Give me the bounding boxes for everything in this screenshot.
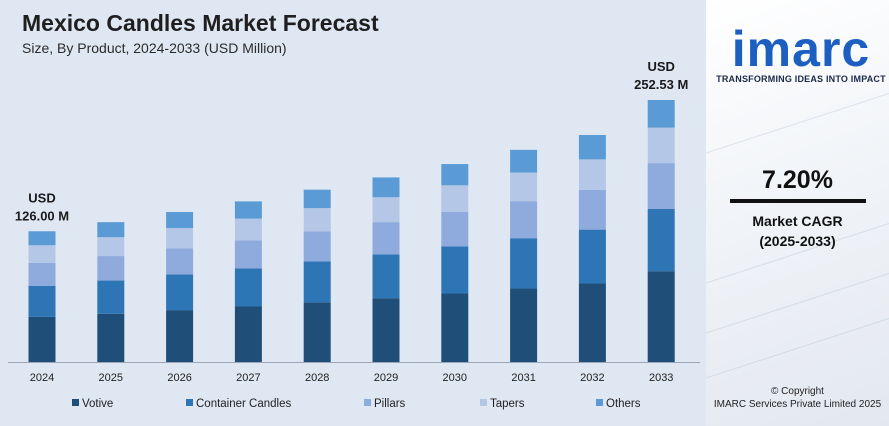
bar-segment-others-2026 (166, 211, 194, 229)
bar-segment-votive-2029 (372, 298, 400, 362)
logo-wordmark: imarc (731, 21, 871, 77)
bar-segment-votive-2030 (441, 293, 469, 362)
x-tick-label: 2029 (374, 372, 398, 384)
bar-segment-container-candles-2029 (372, 254, 400, 299)
bar-segment-container-candles-2027 (234, 268, 262, 307)
logo-tagline: TRANSFORMING IDEAS INTO IMPACT (716, 74, 886, 84)
bar-segment-tapers-2027 (234, 218, 262, 241)
bar-segment-pillars-2031 (510, 201, 538, 239)
bar-segment-pillars-2029 (372, 222, 400, 255)
legend-label: Pillars (374, 398, 406, 410)
bar-segment-container-candles-2033 (647, 208, 675, 272)
total-label-value: 126.00 M (15, 208, 69, 223)
total-label-unit: USD (647, 59, 674, 74)
legend-swatch (480, 399, 487, 406)
bar-segment-container-candles-2031 (510, 238, 538, 289)
bar-segment-pillars-2028 (303, 231, 331, 262)
bar-segment-tapers-2024 (28, 245, 56, 263)
bar-segment-tapers-2030 (441, 185, 469, 212)
copyright-line1: © Copyright (771, 386, 824, 397)
x-tick-label: 2025 (99, 372, 123, 384)
bar-segment-others-2028 (303, 189, 331, 209)
total-label-value: 252.53 M (634, 77, 688, 92)
bar-segment-tapers-2032 (578, 159, 606, 190)
bar-segment-container-candles-2030 (441, 246, 469, 294)
legend-swatch (364, 399, 371, 406)
bar-segment-pillars-2033 (647, 163, 675, 209)
legend-swatch (596, 399, 603, 406)
bar-segment-others-2025 (97, 222, 125, 238)
cagr-label: Market CAGR (2025-2033) (706, 211, 889, 251)
cagr-value: 7.20% (762, 166, 833, 194)
legend-label: Tapers (490, 398, 525, 410)
cagr-label-line2: (2025-2033) (759, 233, 836, 249)
bar-segment-tapers-2029 (372, 197, 400, 223)
chart-panel: 2024 2025 2026 2027 2028 2029 2030 2031 2032 2033… (8, 10, 700, 410)
side-panel: imarc TRANSFORMING IDEAS INTO IMPACT 7.2… (706, 0, 889, 426)
bar-segment-pillars-2027 (234, 240, 262, 269)
x-tick-label: 2027 (236, 372, 260, 384)
bar-segment-container-candles-2028 (303, 261, 331, 303)
bar-segment-tapers-2026 (166, 228, 194, 249)
bar-segment-tapers-2031 (510, 172, 538, 202)
x-tick-label: 2031 (511, 372, 535, 384)
bar-segment-tapers-2025 (97, 237, 125, 257)
x-tick-label: 2024 (30, 372, 54, 384)
bar-segment-votive-2033 (647, 271, 675, 362)
x-tick-label: 2028 (305, 372, 329, 384)
bar-segment-pillars-2026 (166, 248, 194, 275)
bar-segment-container-candles-2025 (97, 280, 125, 314)
bar-segment-pillars-2030 (441, 211, 469, 247)
bar-segment-container-candles-2032 (578, 229, 606, 284)
legend-label: Votive (82, 398, 113, 410)
bar-segment-votive-2032 (578, 283, 606, 362)
chart-title: Mexico Candles Market Forecast (22, 10, 379, 36)
copyright: © Copyright IMARC Services Private Limit… (706, 385, 889, 411)
total-label-unit: USD (28, 190, 55, 205)
bar-segment-others-2029 (372, 177, 400, 198)
x-tick-label: 2026 (167, 372, 191, 384)
bar-segment-others-2031 (510, 149, 538, 173)
bar-segment-container-candles-2026 (166, 274, 194, 311)
bar-segment-others-2030 (441, 164, 469, 186)
bar-segment-votive-2028 (303, 302, 331, 362)
bar-segment-pillars-2025 (97, 256, 125, 281)
copyright-line2: IMARC Services Private Limited 2025 (713, 399, 882, 410)
bar-segment-tapers-2028 (303, 208, 331, 232)
x-tick-label: 2032 (580, 372, 604, 384)
bar-segment-tapers-2033 (647, 127, 675, 164)
legend-label: Others (606, 398, 641, 410)
bar-segment-pillars-2032 (578, 189, 606, 230)
bar-segment-others-2027 (234, 201, 262, 219)
chart-subtitle: Size, By Product, 2024-2033 (USD Million… (22, 40, 287, 56)
legend-swatch (72, 399, 79, 406)
bar-segment-others-2032 (578, 134, 606, 160)
bar-segment-votive-2024 (28, 316, 56, 362)
bar-segment-others-2024 (28, 231, 56, 246)
bar-segment-pillars-2024 (28, 262, 56, 286)
bar-segment-votive-2027 (234, 306, 262, 362)
x-tick-label: 2033 (649, 372, 673, 384)
bar-segment-container-candles-2024 (28, 285, 56, 317)
cagr-label-line1: Market CAGR (752, 213, 843, 229)
stacked-bar-chart: 2024 2025 2026 2027 2028 2029 2030 2031 2032 2033… (8, 59, 700, 410)
bar-segment-votive-2026 (166, 310, 194, 362)
legend-label: Container Candles (196, 398, 292, 410)
bar-segment-others-2033 (647, 100, 675, 128)
imarc-logo: imarc TRANSFORMING IDEAS INTO IMPACT (716, 21, 886, 84)
x-tick-label: 2030 (443, 372, 467, 384)
bar-segment-votive-2031 (510, 288, 538, 362)
legend-swatch (186, 399, 193, 406)
bar-segment-votive-2025 (97, 313, 125, 362)
cagr-divider (730, 199, 866, 203)
